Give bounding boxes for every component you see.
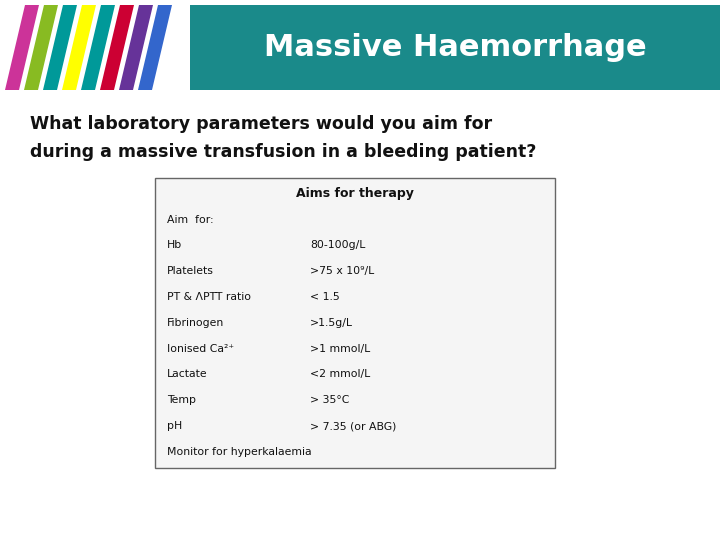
Bar	[155, 178, 555, 468]
Text: Platelets: Platelets	[167, 266, 214, 276]
Text: >1.5g/L: >1.5g/L	[310, 318, 353, 328]
Text: > 7.35 (or ABG): > 7.35 (or ABG)	[310, 421, 397, 431]
Text: < 1.5: < 1.5	[310, 292, 340, 302]
Polygon shape	[119, 5, 153, 90]
Text: Aims for therapy: Aims for therapy	[296, 187, 414, 200]
Text: Massive Haemorrhage: Massive Haemorrhage	[264, 33, 647, 62]
Polygon shape	[81, 5, 115, 90]
Text: Lactate: Lactate	[167, 369, 207, 380]
Text: pH: pH	[167, 421, 182, 431]
Text: Fibrinogen: Fibrinogen	[167, 318, 224, 328]
Text: Monitor for hyperkalaemia: Monitor for hyperkalaemia	[167, 447, 312, 457]
Text: >1 mmol/L: >1 mmol/L	[310, 343, 370, 354]
Text: PT & ΛPTT ratio: PT & ΛPTT ratio	[167, 292, 251, 302]
Polygon shape	[5, 5, 39, 90]
Polygon shape	[62, 5, 96, 90]
Text: > 35°C: > 35°C	[310, 395, 349, 405]
Text: What laboratory parameters would you aim for: What laboratory parameters would you aim…	[30, 115, 492, 133]
Text: Aim  for:: Aim for:	[167, 214, 214, 225]
Text: Temp: Temp	[167, 395, 196, 405]
Text: <2 mmol/L: <2 mmol/L	[310, 369, 370, 380]
Text: Ionised Ca²⁺: Ionised Ca²⁺	[167, 343, 234, 354]
Text: Hb: Hb	[167, 240, 182, 251]
Text: 80-100g/L: 80-100g/L	[310, 240, 365, 251]
Polygon shape	[24, 5, 58, 90]
Text: during a massive transfusion in a bleeding patient?: during a massive transfusion in a bleedi…	[30, 143, 536, 161]
Polygon shape	[138, 5, 172, 90]
Polygon shape	[43, 5, 77, 90]
Bar	[190, 5, 720, 90]
Polygon shape	[100, 5, 134, 90]
Text: >75 x 10⁹/L: >75 x 10⁹/L	[310, 266, 374, 276]
